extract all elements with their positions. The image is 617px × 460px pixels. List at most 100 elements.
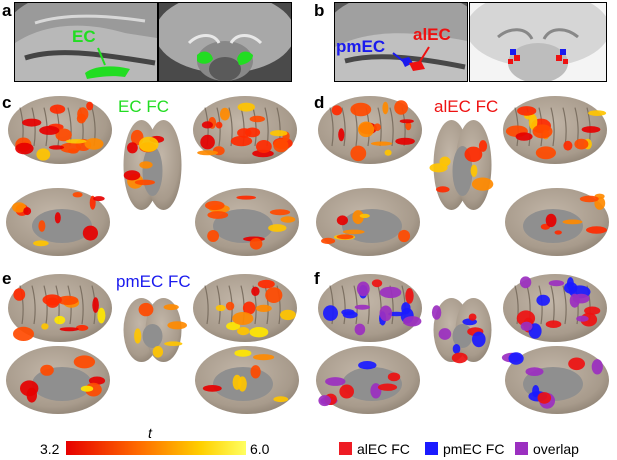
activation-cluster	[250, 365, 261, 379]
colorbar-min: 3.2	[40, 441, 60, 457]
left-lateral-hemisphere	[318, 274, 422, 342]
ventral-view	[431, 298, 492, 364]
activation-cluster	[563, 140, 573, 151]
activation-cluster	[234, 349, 252, 357]
activation-cluster	[359, 213, 370, 218]
activation-cluster	[80, 385, 94, 392]
activation-cluster	[336, 215, 348, 226]
activation-cluster	[269, 209, 291, 216]
colorbar-max: 6.0	[250, 441, 270, 457]
activation-cluster	[436, 186, 450, 193]
mri-sagittal-ec	[14, 2, 158, 82]
activation-cluster	[273, 138, 289, 153]
activation-cluster	[82, 225, 98, 241]
activation-cluster	[75, 324, 89, 331]
right-lateral-hemisphere	[193, 274, 297, 342]
activation-cluster	[515, 132, 533, 141]
activation-cluster	[325, 377, 346, 386]
right-lateral-hemisphere	[503, 96, 607, 164]
activation-cluster	[358, 121, 375, 138]
activation-cluster	[338, 128, 345, 142]
activation-cluster	[318, 395, 331, 407]
panel-d-title: alEC FC	[434, 97, 499, 116]
right-medial-hemisphere	[501, 346, 609, 414]
activation-cluster	[38, 220, 46, 232]
activation-cluster	[377, 383, 398, 391]
activation-cluster	[554, 230, 562, 235]
legend-swatch-alec	[339, 442, 352, 455]
activation-cluster	[249, 115, 265, 123]
left-lateral-hemisphere	[8, 274, 112, 342]
activation-cluster	[280, 216, 296, 223]
activation-cluster	[15, 142, 34, 155]
activation-cluster	[352, 210, 364, 225]
activation-cluster	[65, 139, 87, 144]
activation-cluster	[253, 354, 275, 361]
activation-cluster	[405, 288, 414, 304]
activation-cluster	[237, 102, 255, 112]
activation-cluster	[358, 361, 377, 370]
activation-cluster	[568, 357, 585, 371]
activation-cluster	[201, 121, 213, 129]
activation-cluster	[164, 341, 183, 346]
activation-cluster	[471, 177, 494, 191]
activation-cluster	[564, 282, 578, 294]
activation-cluster	[236, 195, 256, 200]
activation-cluster	[388, 311, 405, 317]
panel-label-d: d	[314, 93, 325, 112]
ventral-view	[123, 120, 182, 210]
activation-cluster	[401, 302, 411, 315]
activation-cluster	[257, 279, 275, 289]
activation-cluster	[478, 140, 488, 152]
activation-cluster	[242, 301, 256, 315]
activation-cluster	[562, 219, 583, 225]
activation-cluster	[331, 105, 343, 116]
panel-e-brain-maps	[0, 268, 305, 418]
activation-cluster	[86, 101, 94, 111]
ec-region-right	[237, 51, 253, 65]
activation-cluster	[84, 138, 104, 150]
activation-cluster	[54, 212, 61, 224]
activation-cluster	[468, 313, 477, 321]
ec-region-sagittal	[85, 66, 130, 79]
colorbar	[66, 441, 246, 455]
activation-cluster	[508, 352, 524, 365]
legend-label-pmec: pmEC FC	[443, 441, 505, 457]
activation-cluster	[586, 226, 607, 234]
activation-cluster	[280, 309, 296, 321]
activation-cluster	[123, 170, 141, 181]
activation-cluster	[403, 316, 422, 327]
ventral-view	[123, 298, 187, 362]
activation-cluster	[379, 286, 402, 299]
activation-cluster	[265, 287, 283, 303]
panel-label-f: f	[314, 269, 320, 288]
activation-cluster	[472, 331, 486, 348]
activation-cluster	[548, 280, 565, 287]
right-lateral-hemisphere	[193, 96, 297, 164]
activation-cluster	[268, 224, 287, 232]
ec-region-left	[197, 51, 213, 64]
activation-cluster	[42, 294, 62, 306]
activation-cluster	[232, 312, 254, 325]
activation-cluster	[226, 322, 241, 331]
activation-cluster	[215, 121, 223, 129]
activation-cluster	[73, 355, 96, 369]
legend-label-alec: alEC FC	[357, 441, 410, 457]
activation-cluster	[251, 286, 260, 296]
activation-cluster	[438, 328, 452, 340]
panel-label-a: a	[2, 1, 12, 20]
left-medial-hemisphere	[6, 188, 110, 256]
activation-cluster	[572, 293, 590, 304]
activation-cluster	[49, 104, 66, 114]
activation-cluster	[452, 344, 461, 354]
left-medial-hemisphere	[316, 346, 420, 414]
activation-cluster	[354, 323, 366, 336]
activation-cluster	[545, 213, 557, 228]
activation-cluster	[207, 211, 229, 219]
activation-cluster	[59, 327, 79, 332]
activation-cluster	[339, 384, 354, 399]
activation-cluster	[532, 385, 540, 397]
activation-cluster	[581, 126, 601, 133]
activation-cluster	[398, 229, 411, 243]
activation-cluster	[163, 304, 179, 311]
